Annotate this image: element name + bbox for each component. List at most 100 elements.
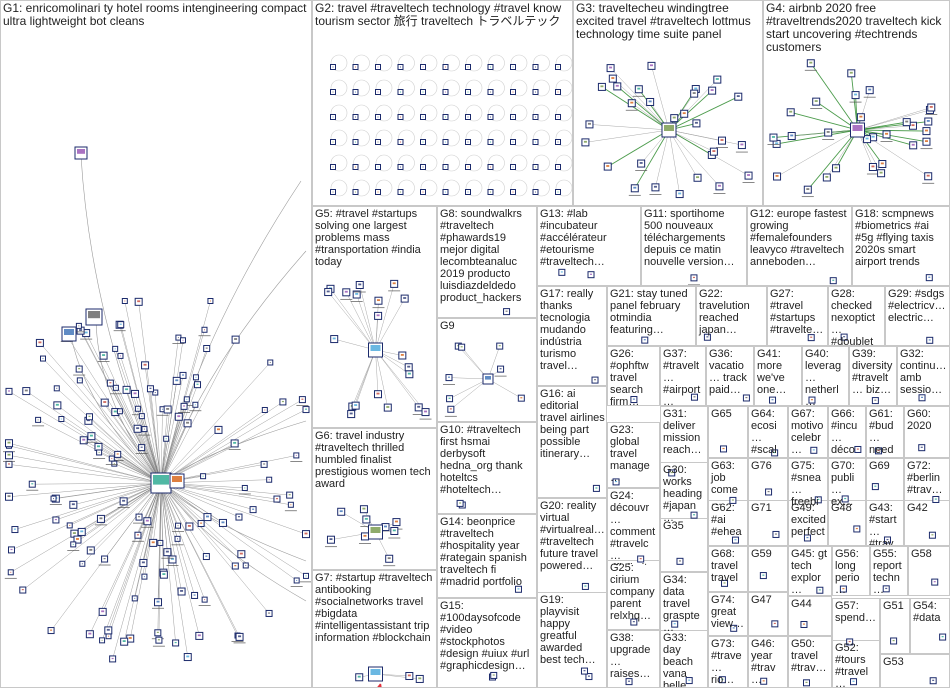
user-node[interactable] (116, 408, 123, 415)
user-node[interactable] (324, 288, 333, 297)
user-node[interactable] (22, 387, 31, 396)
user-node[interactable] (865, 86, 874, 95)
user-node[interactable] (760, 677, 768, 685)
user-node[interactable] (352, 64, 359, 70)
user-node[interactable] (237, 550, 246, 559)
user-node[interactable] (800, 620, 808, 628)
user-node[interactable] (61, 326, 77, 342)
user-node[interactable] (442, 139, 449, 145)
user-node[interactable] (337, 507, 346, 516)
user-node[interactable] (355, 281, 364, 290)
user-node[interactable] (558, 268, 566, 276)
user-node[interactable] (352, 164, 359, 170)
user-node[interactable] (841, 495, 849, 503)
user-node[interactable] (882, 130, 891, 139)
user-node[interactable] (352, 290, 361, 299)
user-node[interactable] (374, 296, 383, 305)
user-node[interactable] (532, 139, 539, 145)
user-node[interactable] (465, 89, 471, 95)
user-node[interactable] (806, 59, 815, 68)
user-node[interactable] (235, 632, 244, 641)
user-node[interactable] (163, 405, 172, 414)
user-node[interactable] (703, 333, 711, 341)
user-node[interactable] (112, 345, 119, 352)
user-node[interactable] (117, 321, 125, 329)
user-node[interactable] (201, 596, 208, 603)
user-node[interactable] (532, 164, 539, 170)
user-node[interactable] (303, 572, 309, 579)
user-node[interactable] (287, 501, 294, 508)
user-node[interactable] (630, 618, 638, 626)
user-node[interactable] (52, 516, 60, 524)
user-node[interactable] (856, 113, 865, 122)
user-node[interactable] (939, 633, 947, 641)
user-node[interactable] (929, 677, 937, 685)
user-node[interactable] (7, 546, 15, 554)
user-node[interactable] (420, 189, 426, 195)
user-node[interactable] (397, 64, 404, 70)
user-node[interactable] (487, 64, 494, 70)
user-node[interactable] (175, 522, 182, 529)
user-node[interactable] (641, 336, 649, 344)
user-node[interactable] (890, 637, 898, 645)
user-node[interactable] (392, 518, 401, 527)
user-node[interactable] (771, 449, 779, 457)
user-node[interactable] (851, 91, 860, 100)
user-node[interactable] (330, 139, 336, 145)
hub-node[interactable] (169, 473, 185, 489)
user-node[interactable] (192, 374, 199, 381)
user-node[interactable] (442, 114, 449, 120)
user-node[interactable] (172, 639, 180, 647)
user-node[interactable] (555, 89, 561, 95)
user-node[interactable] (931, 578, 939, 586)
user-node[interactable] (868, 163, 877, 172)
user-node[interactable] (265, 609, 273, 617)
user-node[interactable] (7, 569, 14, 576)
user-node[interactable] (5, 439, 13, 448)
user-node[interactable] (816, 586, 824, 594)
user-node[interactable] (608, 74, 617, 83)
user-node[interactable] (442, 64, 449, 70)
user-node[interactable] (447, 405, 455, 413)
user-node[interactable] (104, 626, 113, 635)
user-node[interactable] (924, 117, 933, 126)
user-node[interactable] (385, 554, 394, 563)
user-node[interactable] (267, 359, 274, 366)
user-node[interactable] (668, 469, 676, 477)
user-node[interactable] (693, 173, 702, 182)
user-node[interactable] (203, 513, 212, 522)
user-node[interactable] (249, 506, 257, 514)
user-node[interactable] (769, 396, 777, 404)
user-node[interactable] (194, 381, 202, 389)
user-node[interactable] (824, 128, 833, 137)
user-node[interactable] (810, 446, 818, 454)
user-node[interactable] (555, 114, 561, 120)
user-node[interactable] (803, 534, 811, 542)
user-node[interactable] (918, 394, 926, 402)
user-node[interactable] (183, 419, 192, 428)
user-node[interactable] (458, 343, 466, 351)
user-node[interactable] (415, 674, 424, 683)
user-node[interactable] (497, 365, 505, 373)
user-node[interactable] (139, 558, 148, 567)
user-node[interactable] (414, 403, 423, 412)
user-node[interactable] (355, 673, 364, 682)
user-node[interactable] (183, 396, 190, 403)
user-node[interactable] (514, 585, 522, 593)
user-node[interactable] (420, 89, 426, 95)
user-node[interactable] (690, 511, 698, 519)
user-node[interactable] (134, 531, 142, 539)
user-node[interactable] (397, 189, 404, 195)
user-node[interactable] (803, 679, 811, 687)
user-node[interactable] (847, 69, 856, 78)
user-node[interactable] (122, 385, 131, 394)
user-node[interactable] (73, 535, 82, 544)
user-node[interactable] (134, 297, 143, 306)
user-node[interactable] (922, 127, 931, 136)
user-node[interactable] (882, 585, 890, 593)
user-node[interactable] (397, 89, 404, 95)
user-node[interactable] (279, 398, 287, 406)
user-node[interactable] (330, 189, 336, 195)
user-node[interactable] (53, 385, 60, 392)
user-node[interactable] (532, 114, 539, 120)
